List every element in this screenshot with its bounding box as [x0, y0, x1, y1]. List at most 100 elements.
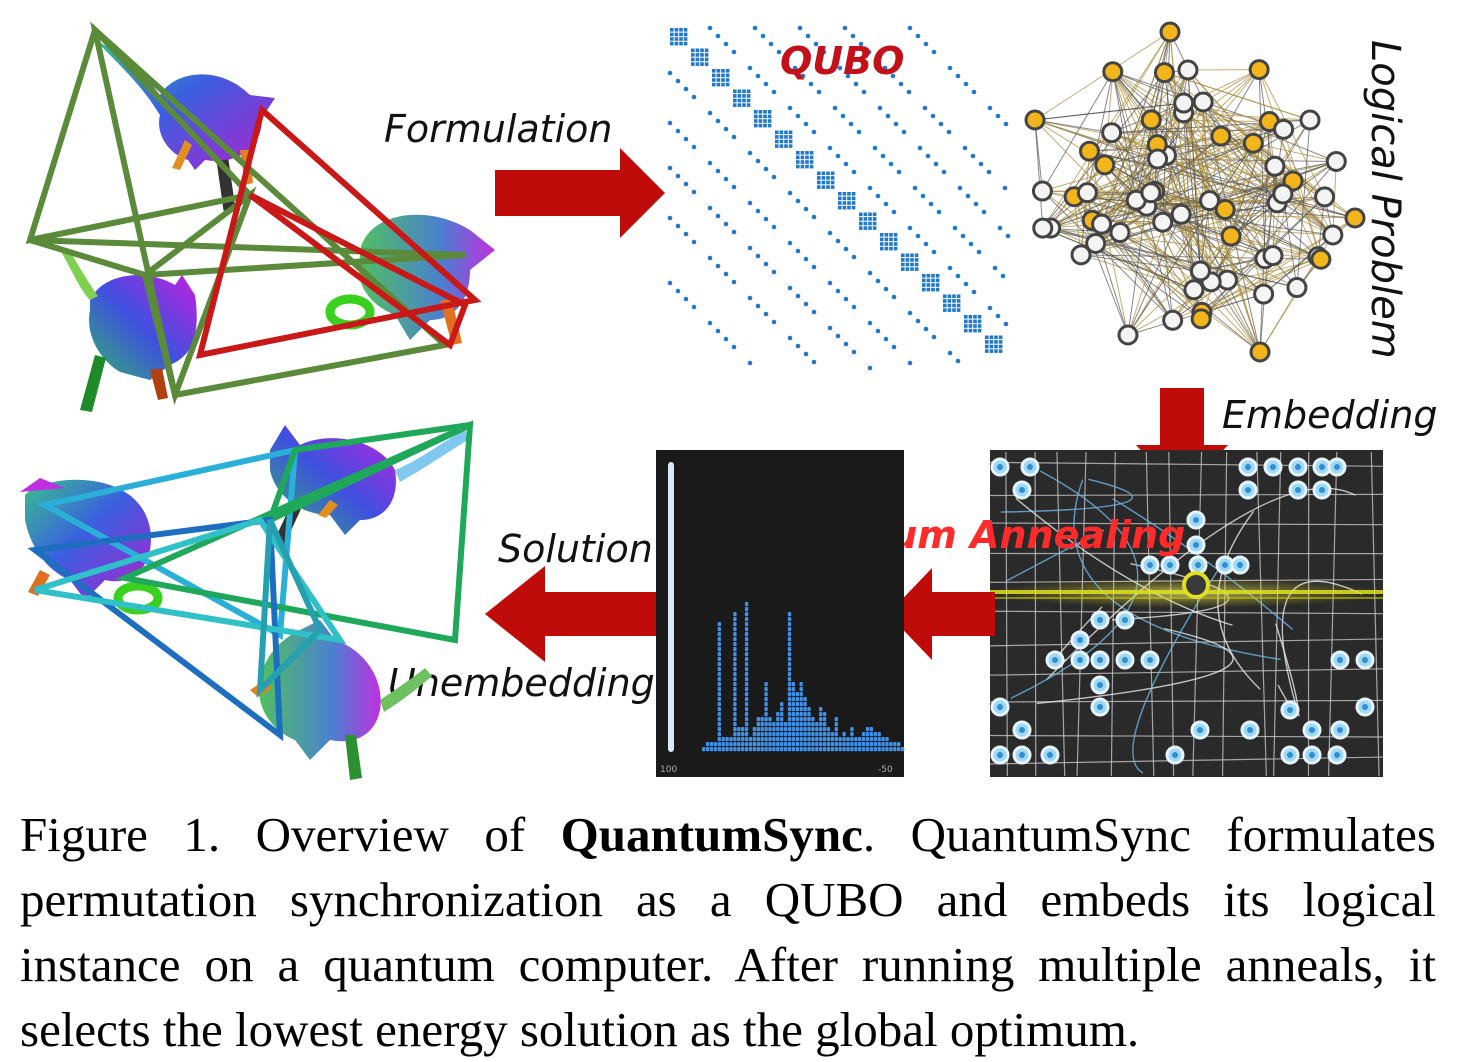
qubo-dot [772, 225, 777, 230]
histogram-cell [850, 727, 853, 731]
histogram-cell [846, 747, 849, 751]
qubo-block-cell [691, 49, 695, 53]
histogram-cell [761, 747, 764, 751]
qubo-dot [948, 351, 953, 356]
qubo-dot [958, 186, 963, 191]
qubit-core [1287, 752, 1293, 758]
qubo-dot [931, 114, 936, 119]
graph-node [1033, 182, 1051, 200]
qubo-block-cell [726, 83, 730, 87]
qubit-core [1270, 464, 1276, 470]
qubo-dot [756, 159, 761, 164]
qubo-block-cell [805, 165, 809, 169]
graph-node [1081, 142, 1099, 160]
histogram-cell [858, 747, 861, 751]
histogram-cell [874, 742, 877, 746]
qubo-dot [769, 42, 774, 47]
histogram-cell [800, 697, 803, 701]
histogram-cell [733, 742, 736, 746]
histogram-cell [733, 717, 736, 721]
histogram-cell [772, 722, 775, 726]
histogram-cell [835, 737, 838, 741]
histogram-cell [803, 737, 806, 741]
histogram-cell [796, 747, 799, 751]
qubo-block-cell [985, 340, 989, 344]
qubo-dot [708, 256, 713, 261]
qubo-block-cell [826, 172, 830, 176]
qubo-block-cell [922, 274, 926, 278]
graph-node [1111, 224, 1129, 242]
qubit-core [1193, 517, 1199, 523]
histogram-cell [745, 707, 748, 711]
histogram-cell [745, 612, 748, 616]
histogram-cell [835, 722, 838, 726]
histogram-cell [733, 612, 736, 616]
qubo-dot [806, 34, 811, 39]
histogram-cell [737, 737, 740, 741]
histogram-cell [788, 737, 791, 741]
histogram-cell [784, 727, 787, 731]
histogram-cell [823, 742, 826, 746]
histogram-cell [788, 652, 791, 656]
histogram-cell [889, 747, 892, 751]
histogram-cell [733, 697, 736, 701]
qubo-dot [748, 296, 753, 301]
qubit-core [1077, 657, 1083, 663]
histogram-cell [733, 737, 736, 741]
qubo-dot [972, 90, 977, 95]
qubo-dot [942, 170, 947, 175]
histogram-cell [897, 742, 900, 746]
qubo-dot [894, 122, 899, 127]
qubo-block-cell [721, 74, 725, 78]
histogram-cell [733, 647, 736, 651]
qubit-core [1122, 617, 1128, 623]
qubo-block-cell [705, 62, 709, 66]
qubo-block-cell [985, 345, 989, 349]
qubo-block-cell [763, 110, 767, 114]
qubo-dot [907, 90, 912, 95]
histogram-cell [741, 747, 744, 751]
qubo-block-cell [675, 42, 679, 46]
qubo-block-cell [717, 78, 721, 82]
qubo-block-cell [759, 110, 763, 114]
embedding-label: Embedding [1222, 393, 1438, 437]
qubo-block-cell [894, 233, 898, 237]
qubo-block-cell [889, 247, 893, 251]
histogram-cell [823, 732, 826, 736]
qubo-block-cell [726, 74, 730, 78]
graph-node [1255, 285, 1273, 303]
qubo-block-cell [847, 192, 851, 196]
graph-node [1216, 201, 1234, 219]
qubo-dot [884, 287, 889, 292]
qubo-block-cell [789, 135, 793, 139]
qubo-dot [876, 329, 881, 334]
qubo-block-cell [810, 165, 814, 169]
qubo-dot [873, 146, 878, 151]
qubo-block-cell [700, 49, 704, 53]
qubo-block-cell [978, 324, 982, 328]
qubo-block-cell [670, 42, 674, 46]
qubo-dot [836, 239, 841, 244]
histogram-cell [788, 712, 791, 716]
qubo-block-cell [910, 254, 914, 258]
qubo-dot [716, 34, 721, 39]
histogram-cell [776, 737, 779, 741]
qubo-dot [988, 306, 993, 311]
qubo-dot [756, 74, 761, 79]
histogram-cell [741, 732, 744, 736]
qubo-block-cell [705, 49, 709, 53]
histogram-cell [792, 717, 795, 721]
qubo-dot [676, 174, 681, 179]
graph-node [1078, 184, 1096, 202]
qubo-dot [804, 207, 809, 212]
histogram-cell [714, 742, 717, 746]
qubo-dot [724, 272, 729, 277]
histogram-cell [753, 742, 756, 746]
histogram-cell [772, 742, 775, 746]
histogram-cell [792, 742, 795, 746]
histogram-cell [842, 732, 845, 736]
histogram-cell [780, 737, 783, 741]
qubo-block-cell [864, 226, 868, 230]
qubo-block-cell [978, 320, 982, 324]
qubit-core [1047, 752, 1053, 758]
